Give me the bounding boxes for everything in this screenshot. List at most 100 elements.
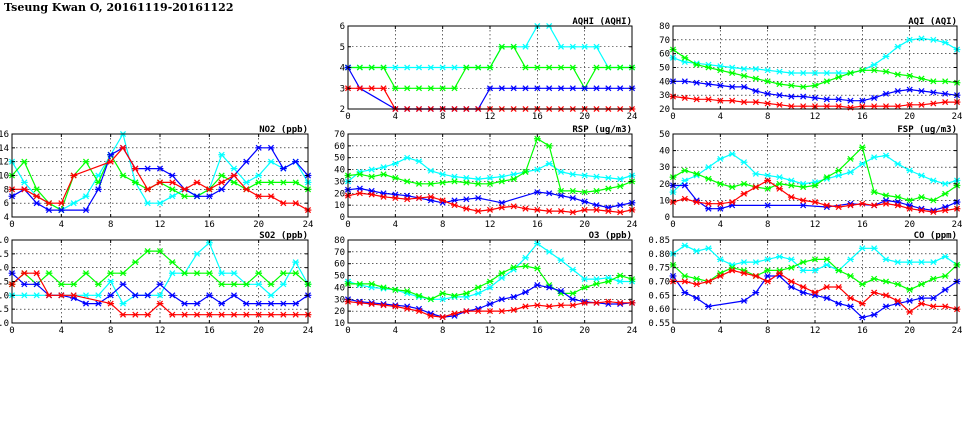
data-point: [835, 167, 843, 174]
data-point: [752, 65, 760, 72]
data-point: [533, 265, 541, 272]
data-point: [882, 303, 890, 310]
data-point: [835, 103, 843, 110]
data-point: [870, 67, 878, 74]
data-point: [604, 278, 612, 285]
data-point: [498, 296, 506, 303]
data-point: [752, 259, 760, 266]
data-point: [616, 272, 624, 279]
data-point: [545, 142, 553, 149]
data-point: [858, 67, 866, 74]
data-point: [799, 259, 807, 266]
data-point: [356, 85, 364, 92]
data-point: [107, 300, 115, 307]
data-point: [391, 160, 399, 167]
data-point: [57, 200, 65, 207]
data-point: [107, 278, 115, 285]
data-point: [799, 289, 807, 296]
data-point: [391, 303, 399, 310]
data-point: [403, 305, 411, 312]
data-point: [498, 43, 506, 50]
data-point: [144, 165, 152, 172]
data-point: [941, 207, 949, 214]
x-tick-label: 4: [718, 112, 723, 122]
data-point: [368, 280, 376, 287]
data-point: [941, 286, 949, 293]
data-point: [929, 208, 937, 216]
data-point: [156, 281, 164, 288]
y-tick-label: 3: [340, 84, 345, 94]
data-point: [569, 64, 577, 71]
x-tick-label: 16: [532, 112, 543, 122]
data-point: [918, 75, 925, 82]
data-point: [218, 311, 226, 318]
data-point: [279, 200, 287, 207]
x-tick-label: 4: [718, 220, 723, 230]
data-point: [168, 172, 176, 179]
data-point: [474, 308, 482, 315]
data-point: [894, 103, 902, 110]
data-point: [799, 180, 807, 187]
data-point: [811, 289, 819, 296]
x-tick-label: 0: [670, 112, 675, 122]
data-point: [230, 292, 238, 299]
data-point: [882, 192, 890, 199]
data-point: [474, 64, 482, 71]
data-point: [811, 182, 819, 189]
data-point: [380, 164, 387, 171]
x-tick-label: 8: [108, 220, 113, 230]
data-point: [752, 170, 760, 177]
data-point: [557, 257, 565, 264]
data-point: [941, 78, 949, 85]
data-point: [119, 281, 127, 288]
data-point: [581, 43, 589, 50]
data-point: [569, 302, 577, 309]
x-tick-label: 8: [765, 220, 770, 230]
data-point: [119, 300, 127, 307]
data-point: [144, 248, 152, 255]
data-point: [230, 165, 238, 172]
data-point: [439, 179, 447, 186]
data-point: [498, 308, 506, 315]
data-point: [522, 43, 529, 50]
y-tick-label: 10: [334, 201, 345, 211]
data-point: [45, 270, 53, 277]
data-point: [811, 94, 819, 101]
data-point: [776, 253, 783, 260]
data-point: [823, 103, 831, 110]
data-point: [728, 83, 736, 90]
x-tick-label: 4: [718, 326, 723, 336]
data-point: [156, 292, 164, 299]
data-point: [462, 64, 470, 71]
data-point: [45, 207, 53, 214]
data-point: [681, 78, 689, 85]
data-point: [415, 85, 423, 92]
data-point: [415, 308, 423, 315]
data-point: [569, 266, 577, 273]
data-point: [415, 180, 423, 187]
data-point: [131, 165, 139, 172]
data-point: [894, 297, 902, 304]
data-point: [557, 85, 565, 92]
data-point: [356, 64, 364, 71]
y-tick-label: 30: [659, 91, 670, 101]
data-point: [279, 281, 287, 288]
data-point: [403, 64, 411, 71]
x-tick-label: 24: [627, 112, 638, 122]
data-point: [267, 158, 275, 165]
data-point: [193, 311, 201, 318]
data-point: [918, 35, 925, 42]
data-point: [533, 64, 541, 71]
data-point: [787, 284, 795, 291]
data-point: [279, 311, 287, 318]
data-point: [764, 172, 772, 179]
y-tick-label: 2: [340, 105, 345, 115]
x-tick-label: 12: [485, 220, 496, 230]
data-point: [752, 184, 760, 191]
data-point: [498, 173, 506, 180]
data-point: [764, 278, 772, 285]
data-point: [894, 71, 902, 78]
data-point: [181, 186, 189, 193]
data-point: [870, 311, 878, 318]
data-point: [681, 278, 689, 285]
